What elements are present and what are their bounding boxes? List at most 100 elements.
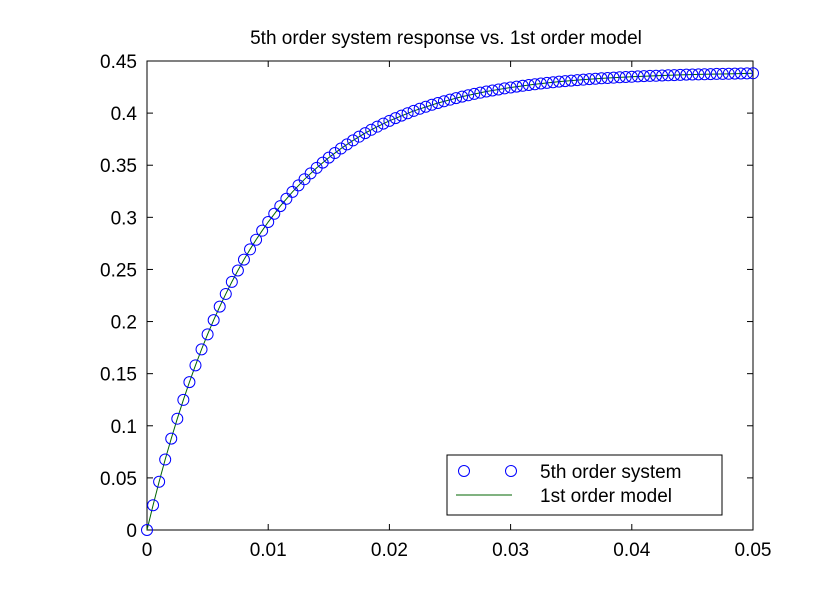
data-point-5th-order-system [510,80,523,93]
data-point-5th-order-system [219,287,232,300]
data-point-5th-order-system [668,69,681,82]
data-point-5th-order-system [468,87,481,100]
data-point-5th-order-system [189,359,202,372]
data-point-5th-order-system [328,147,341,160]
data-point-5th-order-system [347,134,360,147]
data-point-5th-order-system [553,75,566,88]
model-line-layer [146,72,754,531]
data-point-5th-order-system [171,412,184,425]
data-point-5th-order-system [462,89,475,102]
data-point-5th-order-system [534,77,547,90]
data-point-5th-order-system [480,85,493,98]
data-point-5th-order-system [225,275,238,288]
data-point-5th-order-system [262,216,275,229]
data-point-5th-order-system [237,253,250,266]
y-tick-label: 0.45 [100,52,137,73]
data-point-5th-order-system [322,151,335,164]
data-point-5th-order-system [456,90,469,103]
y-tick-label: 0.2 [111,313,137,334]
data-point-5th-order-system [504,81,517,94]
data-point-5th-order-system [656,69,669,82]
x-tick-label: 0.05 [735,540,772,561]
data-point-5th-order-system [389,112,402,125]
data-point-5th-order-system [231,264,244,277]
y-tick-label: 0.3 [111,208,137,229]
plot-area: 0 0.01 0.02 0.03 0.04 0.05 0 0.05 0.1 0.15 0.2 0.25… [100,52,771,561]
data-point-5th-order-system [637,70,650,83]
y-tick-label: 0.35 [100,156,137,177]
data-point-5th-order-system [528,78,541,91]
data-point-5th-order-system [540,76,553,89]
data-point-5th-order-system [522,78,535,91]
data-point-5th-order-system [383,114,396,127]
data-point-5th-order-system [607,71,620,84]
x-tick-label: 0 [142,540,153,561]
data-point-5th-order-system [153,475,166,488]
x-tick-label: 0.02 [371,540,408,561]
data-point-5th-order-system [619,70,632,83]
data-point-5th-order-system [650,69,663,82]
data-point-5th-order-system [450,92,463,105]
data-point-5th-order-system [165,432,178,445]
data-point-5th-order-system [716,67,729,80]
x-tick-label: 0.04 [613,540,650,561]
legend-marker-5th-order-left [458,465,470,477]
axis-tick-labels: 0 0.01 0.02 0.03 0.04 0.05 0 0.05 0.1 0.15 0.2 0.25… [100,52,771,561]
axis-ticks [146,60,754,531]
data-point-5th-order-system [589,72,602,85]
data-point-5th-order-system [577,73,590,86]
chart-title: 5th order system response vs. 1st order … [250,28,642,49]
data-point-5th-order-system [674,68,687,81]
data-point-5th-order-system [686,68,699,81]
data-point-5th-order-system [141,524,153,536]
data-point-5th-order-system [159,453,172,466]
data-point-5th-order-system [213,300,226,313]
y-tick-label: 0.4 [111,104,138,125]
data-point-5th-order-system [516,79,529,92]
data-point-5th-order-system [595,72,608,85]
legend-label-1st-order-model: 1st order model [540,486,672,507]
data-point-5th-order-system [359,127,372,140]
data-point-5th-order-system [565,74,578,87]
data-point-5th-order-system [492,83,505,96]
data-point-5th-order-system [201,328,214,341]
marker-layer [141,67,759,536]
data-point-5th-order-system [401,107,414,120]
data-point-5th-order-system [353,130,366,143]
y-tick-label: 0.15 [100,365,137,386]
data-point-5th-order-system [740,67,753,80]
data-point-5th-order-system [207,314,220,327]
legend-box [446,454,723,516]
data-point-5th-order-system [559,75,572,88]
data-point-5th-order-system [728,67,741,80]
data-point-5th-order-system [680,68,693,81]
data-point-5th-order-system [280,192,293,205]
data-point-5th-order-system [274,200,287,213]
data-point-5th-order-system [256,224,269,237]
y-tick-label: 0 [126,521,137,542]
data-point-5th-order-system [747,67,759,80]
legend: 5th order system 1st order model [446,454,723,516]
data-point-5th-order-system [340,138,353,151]
data-point-5th-order-system [195,343,208,356]
legend-label-5th-order-system: 5th order system [540,462,682,483]
data-point-5th-order-system [395,109,408,122]
data-point-5th-order-system [722,67,735,80]
data-point-5th-order-system [419,100,432,113]
legend-marker-5th-order-right [505,465,517,477]
data-point-5th-order-system [365,123,378,136]
data-point-5th-order-system [625,70,638,83]
data-point-5th-order-system [631,70,644,83]
data-point-5th-order-system [601,71,614,84]
data-point-5th-order-system [177,393,190,406]
data-point-5th-order-system [734,67,747,80]
data-point-5th-order-system [431,97,444,109]
data-point-5th-order-system [498,82,511,95]
data-point-5th-order-system [377,117,390,130]
data-point-5th-order-system [662,69,675,82]
y-tick-label: 0.1 [111,417,137,438]
data-point-5th-order-system [437,95,450,108]
data-point-5th-order-system [474,86,487,99]
data-point-5th-order-system [250,233,263,246]
data-point-5th-order-system [147,499,160,512]
